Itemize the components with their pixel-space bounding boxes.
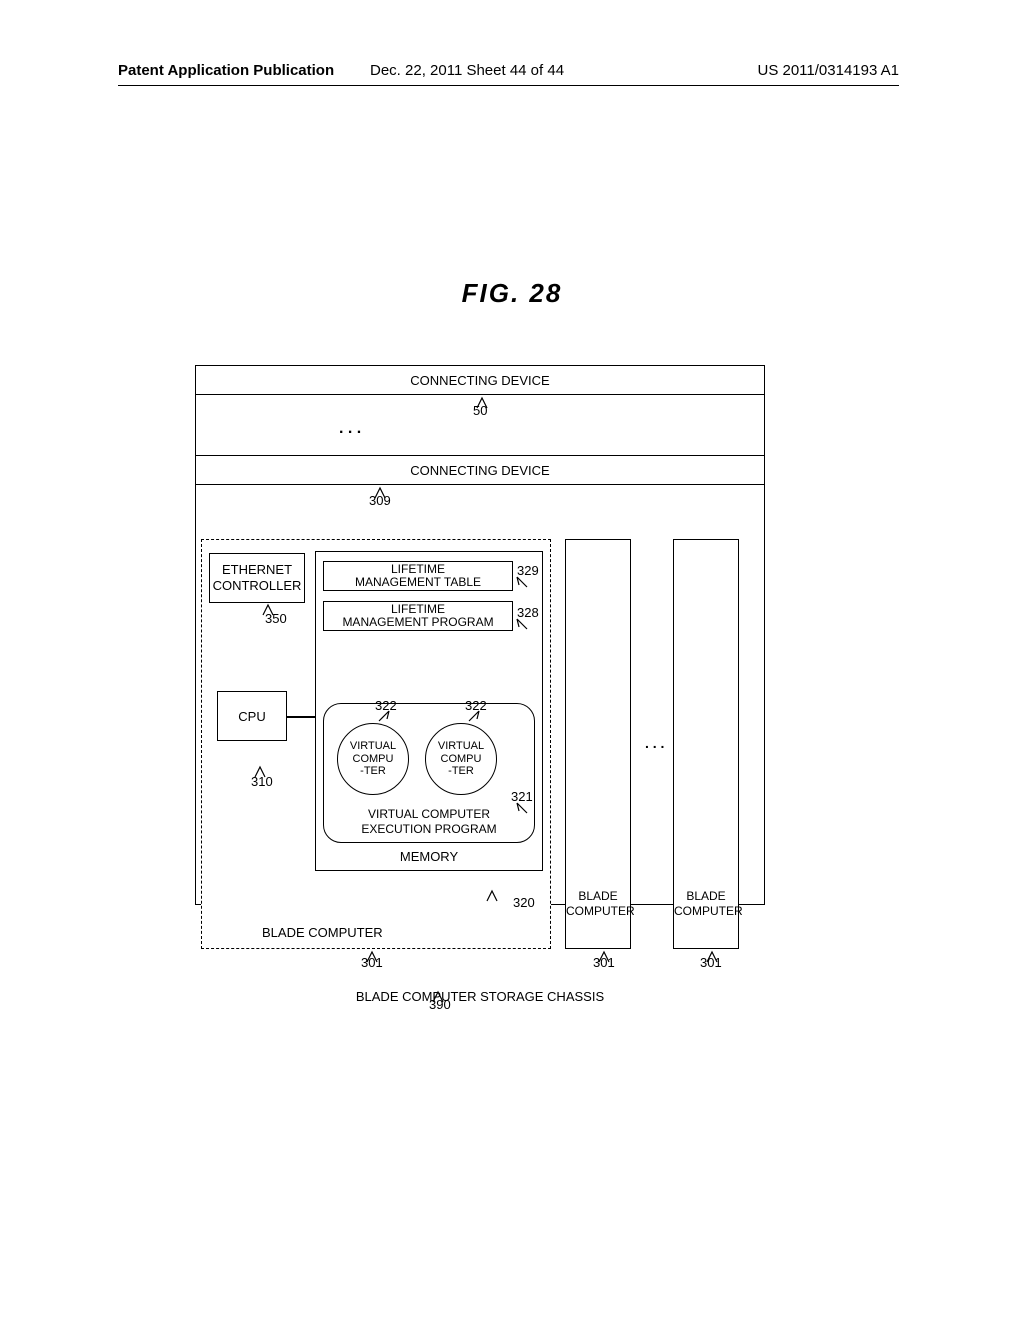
ref-321: 321 (511, 789, 533, 804)
virtual-computer-2: VIRTUALCOMPU-TER (425, 723, 497, 795)
leader-320 (485, 889, 499, 903)
ethernet-controller-label: ETHERNETCONTROLLER (213, 562, 302, 593)
vc2-label: VIRTUALCOMPU-TER (438, 740, 484, 778)
vc-exec-label: VIRTUAL COMPUTEREXECUTION PROGRAM (324, 807, 534, 836)
cpu-label: CPU (238, 709, 265, 724)
ref-50: 50 (473, 403, 487, 418)
ellipsis-top: . . . (339, 420, 361, 438)
connecting-device-top: CONNECTING DEVICE (195, 365, 765, 395)
blade-computer-3-label: BLADECOMPUTER (674, 889, 738, 918)
figure-title: FIG. 28 (0, 278, 1024, 309)
ethernet-controller: ETHERNETCONTROLLER (209, 553, 305, 603)
connecting-device-inner: CONNECTING DEVICE (195, 455, 765, 485)
diagram-container: CONNECTING DEVICE 50 . . . BLADE COMPUTE… (195, 365, 765, 1010)
ref-309: 309 (369, 493, 391, 508)
memory-label: MEMORY (316, 849, 542, 864)
virtual-computer-1: VIRTUALCOMPU-TER (337, 723, 409, 795)
ref-390: 390 (429, 997, 451, 1012)
ref-301-a: 301 (361, 955, 383, 970)
vc1-label: VIRTUALCOMPU-TER (350, 740, 396, 778)
lmt-label: LIFETIMEMANAGEMENT TABLE (355, 563, 481, 589)
ref-301-b: 301 (593, 955, 615, 970)
blade-computer-2: BLADECOMPUTER (565, 539, 631, 949)
blade-computer-3: BLADECOMPUTER (673, 539, 739, 949)
ref-322a: 322 (375, 698, 397, 713)
ref-310: 310 (251, 774, 273, 789)
cpu-box: CPU (217, 691, 287, 741)
ref-320: 320 (513, 895, 535, 910)
blade-computer-2-label: BLADECOMPUTER (566, 889, 630, 918)
blade-computer-main-label: BLADE COMPUTER (262, 925, 383, 940)
chassis-label: BLADE COMPUTER STORAGE CHASSIS (195, 989, 765, 1004)
ref-328: 328 (517, 605, 539, 620)
ellipsis-blades: . . . (645, 735, 664, 751)
connecting-device-inner-label: CONNECTING DEVICE (410, 463, 549, 478)
header-rule (118, 85, 899, 86)
ref-301-c: 301 (700, 955, 722, 970)
lifetime-mgmt-table: LIFETIMEMANAGEMENT TABLE (323, 561, 513, 591)
connecting-device-label: CONNECTING DEVICE (410, 373, 549, 388)
header-center: Dec. 22, 2011 Sheet 44 of 44 (370, 62, 564, 79)
ref-329: 329 (517, 563, 539, 578)
ref-322b: 322 (465, 698, 487, 713)
header-right: US 2011/0314193 A1 (757, 62, 899, 79)
ref-350: 350 (265, 611, 287, 626)
lmp-label: LIFETIMEMANAGEMENT PROGRAM (342, 603, 493, 629)
header-left: Patent Application Publication (118, 62, 334, 79)
connector-cpu-memory (287, 716, 315, 718)
lifetime-mgmt-program: LIFETIMEMANAGEMENT PROGRAM (323, 601, 513, 631)
